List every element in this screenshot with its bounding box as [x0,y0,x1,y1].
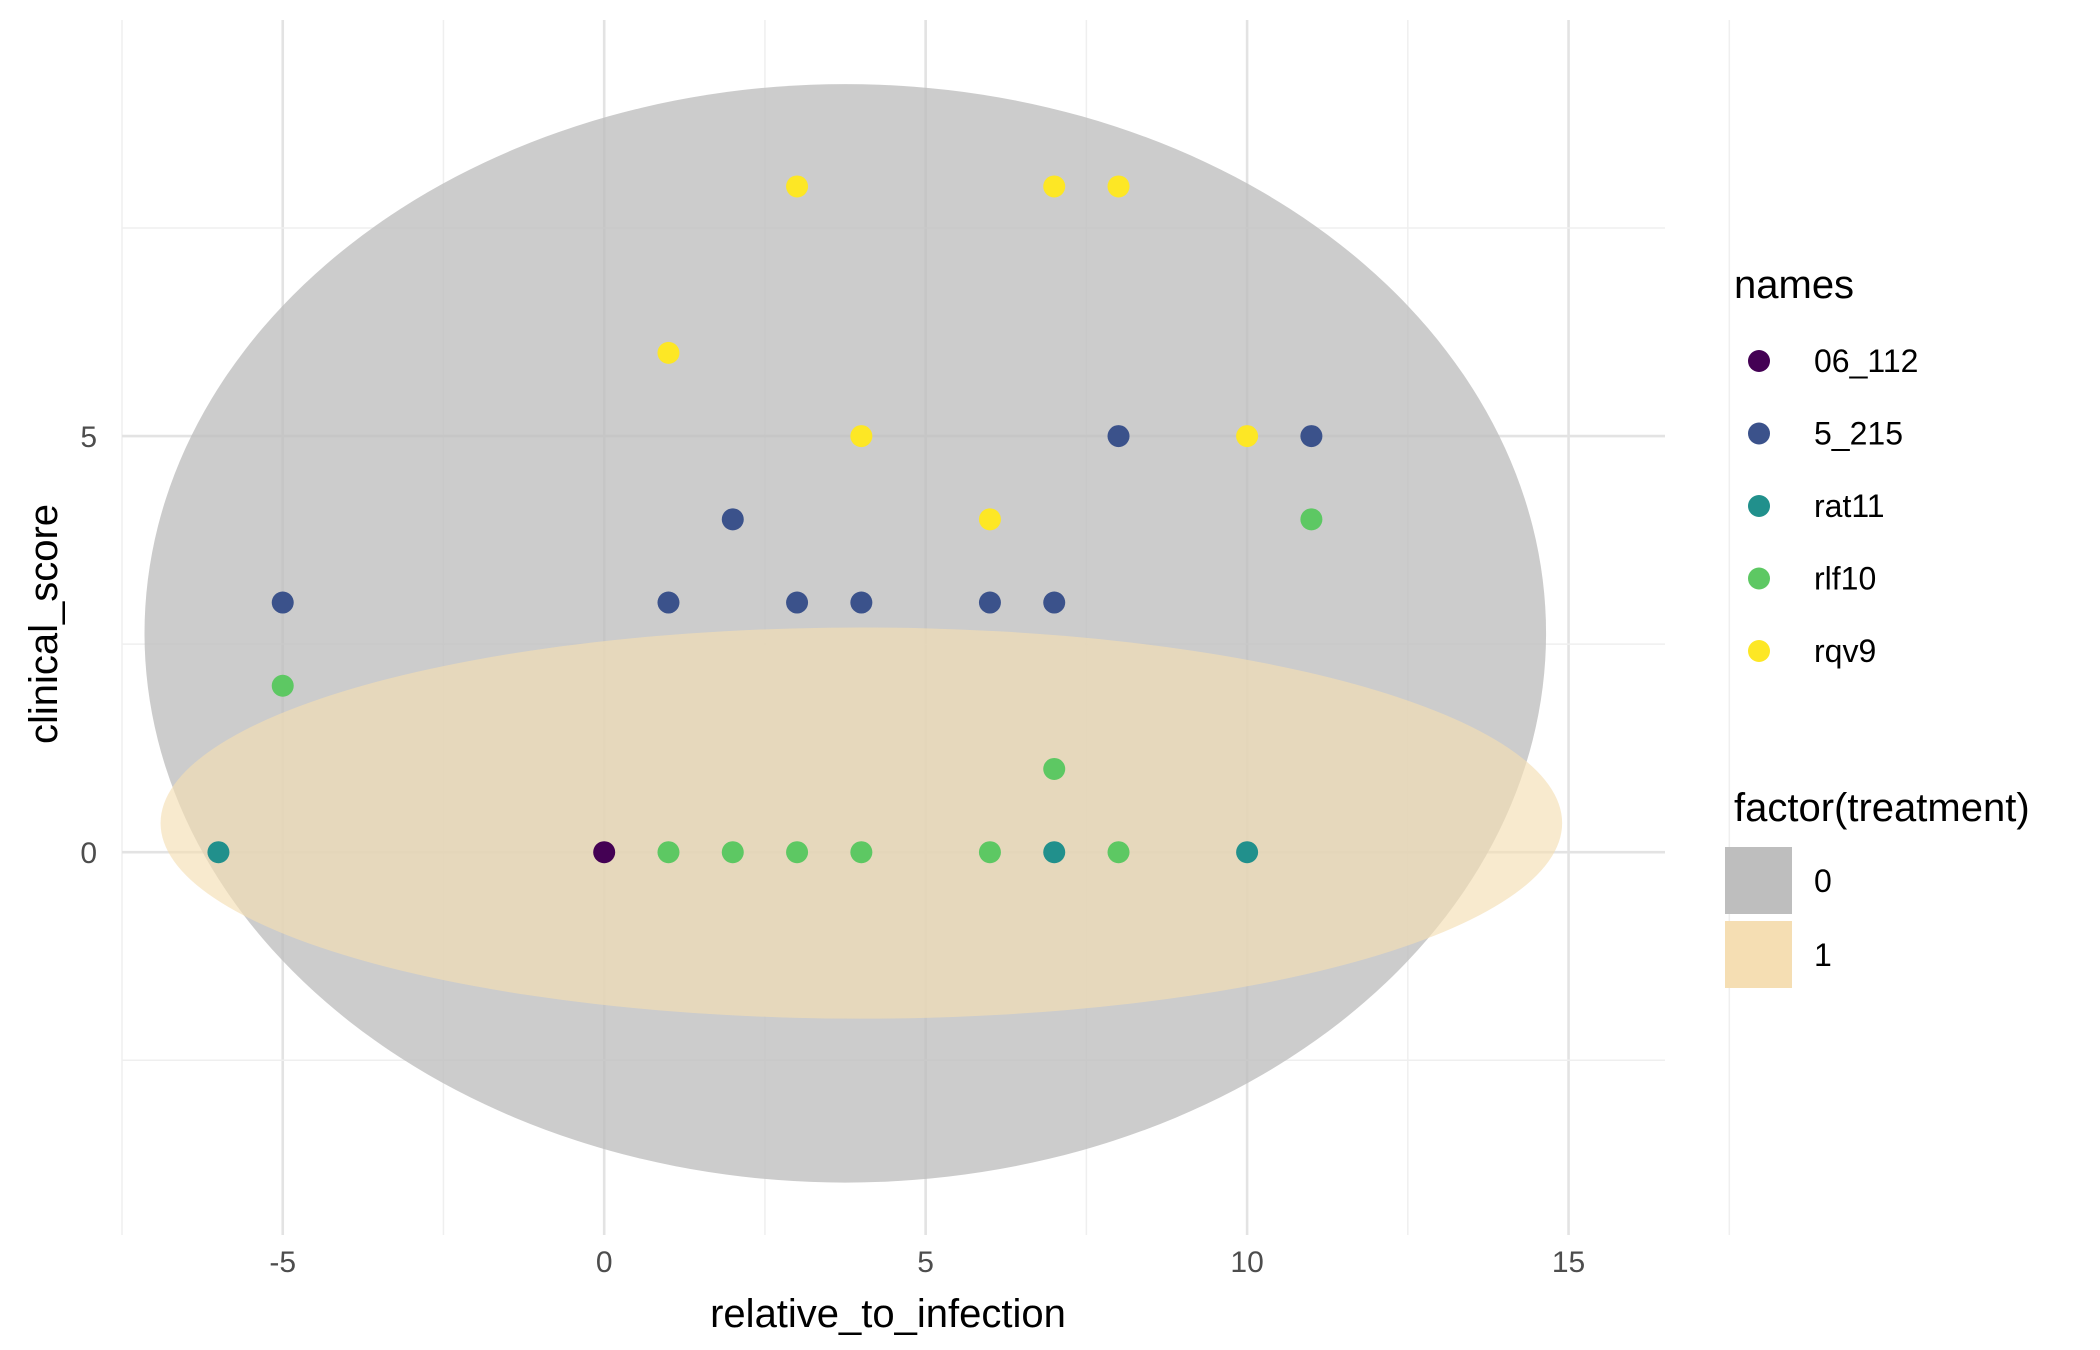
legend-key-rqv9 [1748,640,1770,662]
legend-label-treatment-1: 1 [1814,937,1832,973]
confidence-ellipses [144,84,1563,1183]
point-rat11 [1236,841,1259,864]
point-5_215 [271,591,294,614]
point-rlf10 [1300,508,1323,531]
x-tick-label: 10 [1230,1246,1263,1279]
point-rqv9 [978,508,1001,531]
point-rlf10 [271,674,294,697]
legend-names-title: names [1734,263,1854,307]
point-rqv9 [786,175,809,198]
axis-ticks: -5 0 5 10 15 0 5 [80,421,1585,1279]
data-points [207,175,1323,864]
point-5_215 [786,591,809,614]
point-rqv9 [657,341,680,364]
legend-key-5_215 [1748,422,1770,445]
legend-label-treatment-0: 0 [1814,863,1832,899]
point-5_215 [1300,425,1323,448]
point-rat11 [1043,841,1066,864]
legend-label-5_215: 5_215 [1814,416,1903,452]
x-tick-label: 5 [917,1246,934,1279]
point-rqv9 [850,425,873,448]
y-tick-label: 5 [80,421,97,454]
point-rlf10 [786,841,809,864]
point-rlf10 [1043,757,1066,780]
legend-key-treatment-1 [1725,921,1792,988]
legend-label-rqv9: rqv9 [1814,633,1876,669]
x-tick-label: 0 [596,1246,613,1279]
x-tick-label: 15 [1552,1246,1585,1279]
legend-key-rat11 [1748,495,1770,517]
ellipse-treatment-1 [160,627,1563,1019]
point-rqv9 [1236,425,1259,448]
point-rqv9 [1107,175,1130,198]
point-rat11 [207,841,230,864]
point-rlf10 [978,841,1001,864]
point-rlf10 [721,841,744,864]
legend-treatment: factor(treatment) 0 1 [1725,786,2030,988]
point-rqv9 [1043,175,1066,198]
point-5_215 [1043,591,1066,614]
point-rlf10 [657,841,680,864]
point-rlf10 [850,841,873,864]
legend-label-06_112: 06_112 [1814,343,1918,379]
point-rlf10 [1107,841,1130,864]
point-5_215 [978,591,1001,614]
legend-key-rlf10 [1748,567,1770,590]
x-tick-label: -5 [269,1246,296,1279]
point-5_215 [1107,425,1130,448]
legend-treatment-title: factor(treatment) [1734,786,2030,830]
x-axis-title: relative_to_infection [710,1292,1066,1336]
point-5_215 [850,591,873,614]
y-tick-label: 0 [80,837,97,870]
legend-label-rlf10: rlf10 [1814,561,1876,597]
y-axis-title: clinical_score [22,504,66,744]
point-5_215 [657,591,680,614]
point-06_112 [593,841,616,864]
legend-key-treatment-0 [1725,847,1792,914]
legend-names: names 06_112 5_215 rat11 rlf10 rqv9 [1734,263,1918,669]
legend-key-06_112 [1748,350,1770,372]
point-5_215 [721,508,744,531]
legend-label-rat11: rat11 [1814,488,1885,524]
